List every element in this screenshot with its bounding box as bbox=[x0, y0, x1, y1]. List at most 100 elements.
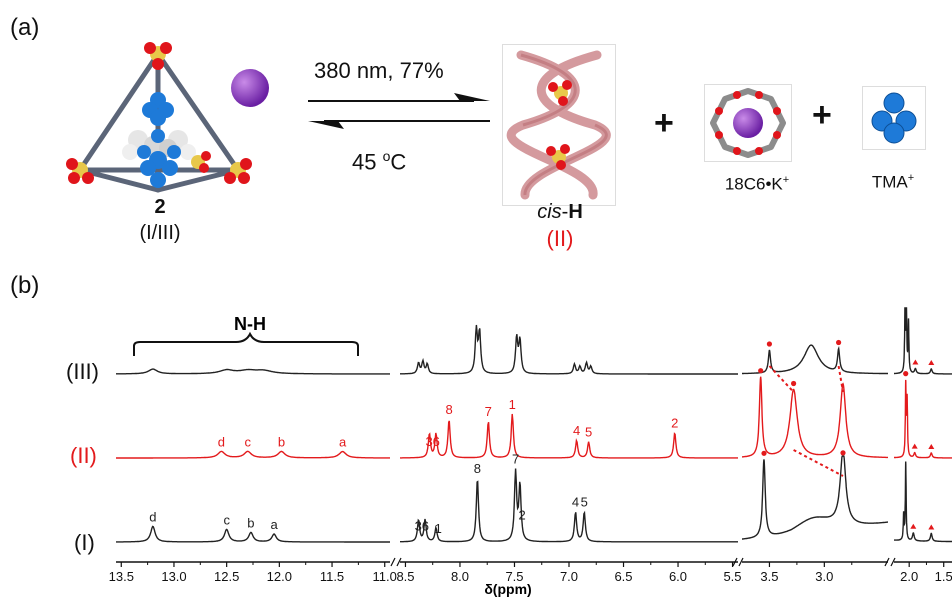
panel-a-label: (a) bbox=[10, 14, 40, 41]
cage-2-image bbox=[66, 42, 252, 193]
spectrum-trace bbox=[400, 413, 738, 459]
peak-marker-dot bbox=[791, 380, 797, 387]
cis-helix-image bbox=[507, 50, 611, 200]
equilibrium-arrows bbox=[308, 93, 490, 129]
peak-label: b bbox=[247, 515, 254, 530]
reverse-condition: 45 oC bbox=[352, 148, 406, 175]
peak-label: a bbox=[339, 435, 347, 450]
spectrum-trace bbox=[400, 324, 738, 375]
panel-b-label: (b) bbox=[10, 272, 40, 299]
helix-suffix: H bbox=[568, 201, 583, 223]
peak-label: 2 bbox=[518, 507, 525, 522]
tick-label: 11.0 bbox=[373, 569, 397, 584]
plus-sign-2: + bbox=[812, 96, 832, 134]
crown-text: 18C6•K bbox=[724, 174, 783, 194]
peak-label: 2 bbox=[671, 415, 678, 430]
peak-label: d bbox=[218, 434, 225, 449]
axis-break bbox=[884, 557, 896, 567]
nh-bracket bbox=[133, 331, 359, 356]
peak-marker-triangle bbox=[910, 523, 917, 529]
peak-label: 7 bbox=[512, 452, 519, 467]
tick-label: 8.0 bbox=[451, 569, 469, 584]
correlation-line bbox=[837, 365, 844, 393]
tick-label: 13.0 bbox=[161, 569, 186, 584]
nmr-spectra-chart: N-H (III) (II) (I) d c b a 368 7 14 52d c b a 36 187… bbox=[66, 307, 952, 597]
tick-label: 11.5 bbox=[320, 569, 344, 584]
peak-marker-dot bbox=[761, 450, 767, 456]
crown-image-box bbox=[704, 84, 792, 162]
peak-marker-triangle bbox=[928, 444, 935, 449]
crown-label: 18C6•K+ bbox=[712, 174, 802, 195]
potassium-ion-icon bbox=[231, 69, 269, 107]
trace-label-iii: (III) bbox=[66, 359, 99, 384]
reverse-unit: C bbox=[390, 149, 407, 175]
tma-image bbox=[871, 92, 917, 144]
nh-label: N-H bbox=[234, 314, 266, 334]
plus-sign-1: + bbox=[654, 104, 674, 142]
crown-charge: + bbox=[782, 174, 790, 186]
spectrum-trace bbox=[894, 307, 952, 375]
peak-marker-dot bbox=[836, 339, 842, 346]
peak-marker-dot bbox=[840, 450, 846, 456]
peak-marker-triangle bbox=[912, 359, 919, 365]
tick-label: 2.0 bbox=[900, 569, 918, 584]
trace-label-i: (I) bbox=[74, 530, 95, 555]
tick-label: 12.5 bbox=[214, 569, 239, 584]
tick-label: 6.0 bbox=[669, 569, 687, 584]
trace-label-ii: (II) bbox=[70, 443, 97, 468]
peak-label: d bbox=[149, 509, 156, 524]
tick-label: 1.5 bbox=[935, 569, 952, 584]
helix-image-box bbox=[502, 44, 616, 206]
peak-label: b bbox=[278, 434, 285, 449]
spectrum-trace bbox=[742, 344, 888, 375]
spectrum-trace bbox=[116, 368, 390, 375]
cage-number: 2 bbox=[154, 196, 166, 218]
tick-label: 8.5 bbox=[396, 569, 414, 584]
axis-break bbox=[732, 557, 744, 567]
peak-label: 7 bbox=[485, 404, 492, 419]
tma-label: TMA+ bbox=[856, 172, 930, 193]
tick-label: 3.0 bbox=[815, 569, 833, 584]
peak-label: 36 bbox=[425, 434, 439, 449]
peak-label: 4 bbox=[572, 495, 579, 510]
forward-condition: 380 nm, 77% bbox=[314, 58, 444, 83]
tick-label: 3.5 bbox=[760, 569, 778, 584]
helix-prefix: cis bbox=[537, 201, 562, 223]
peak-label: a bbox=[270, 517, 278, 532]
tick-label: 6.5 bbox=[614, 569, 632, 584]
peak-label: 4 bbox=[573, 423, 580, 438]
tick-label: 7.5 bbox=[505, 569, 523, 584]
tick-label: 7.0 bbox=[560, 569, 578, 584]
tma-text: TMA bbox=[871, 172, 908, 192]
peak-label: 1 bbox=[435, 521, 442, 536]
spectrum-trace bbox=[116, 450, 390, 459]
peak-label: 8 bbox=[474, 461, 481, 476]
peak-marker-dot bbox=[766, 341, 773, 347]
helix-state: (II) bbox=[546, 226, 574, 251]
peak-label: 8 bbox=[445, 402, 452, 417]
x-axis: 13.5 13.0 12.5 12.0 11.5 11.0 8.5 8.0 7.5 7.0 6.5 6… bbox=[109, 557, 952, 584]
spectrum-trace bbox=[742, 455, 888, 540]
peak-label: c bbox=[244, 434, 251, 449]
spectrum-trace bbox=[116, 525, 390, 543]
peak-label: 1 bbox=[509, 397, 516, 412]
tick-label: 12.0 bbox=[267, 569, 292, 584]
tma-charge: + bbox=[907, 172, 915, 184]
peak-marker-dot bbox=[903, 371, 909, 377]
cage-states: (I/III) bbox=[139, 222, 181, 244]
tma-image-box bbox=[862, 86, 926, 150]
peak-label: 5 bbox=[581, 495, 588, 510]
tick-label: 5.5 bbox=[723, 569, 741, 584]
helix-name: cis-H bbox=[537, 201, 583, 223]
peak-label: 36 bbox=[415, 519, 429, 534]
crown-ether-image bbox=[710, 88, 786, 158]
peak-marker-triangle bbox=[928, 360, 935, 365]
peak-label: 5 bbox=[585, 425, 592, 440]
peak-label: c bbox=[223, 512, 230, 527]
spectrum-trace bbox=[742, 376, 888, 459]
spectrum-trace bbox=[894, 461, 952, 543]
spectrum-trace bbox=[400, 468, 738, 543]
peak-marker-dot bbox=[758, 368, 764, 374]
axis-break bbox=[390, 557, 402, 567]
